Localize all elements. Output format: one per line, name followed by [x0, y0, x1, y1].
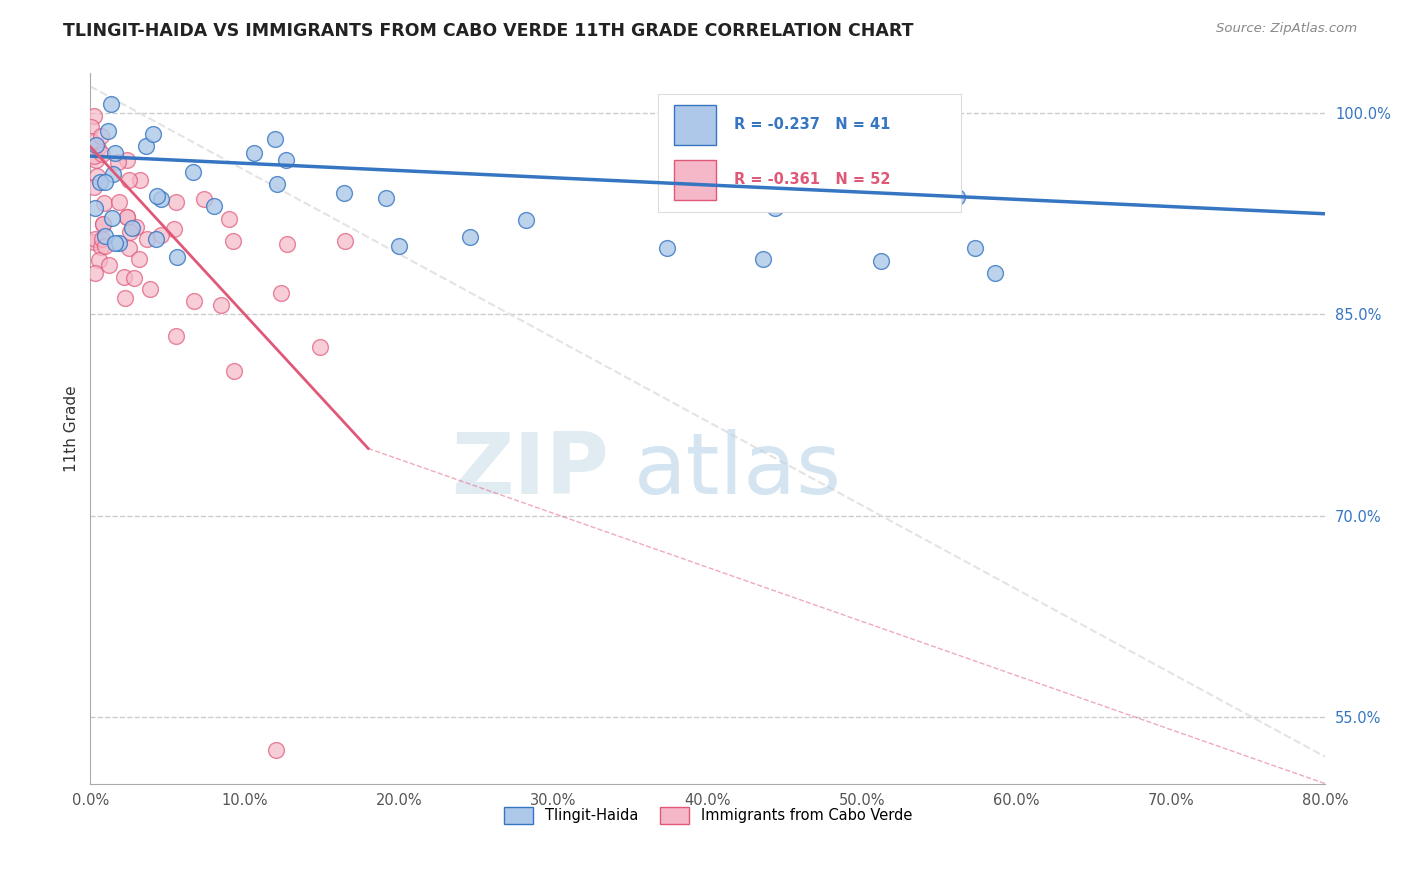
Point	[112, 269, 135, 284]
Text: Source: ZipAtlas.com: Source: ZipAtlas.com	[1216, 22, 1357, 36]
Point	[89, 175, 111, 189]
Point	[655, 241, 678, 255]
Point	[515, 212, 537, 227]
Point	[202, 199, 225, 213]
Point	[100, 96, 122, 111]
Point	[83, 109, 105, 123]
Point	[129, 173, 152, 187]
Point	[93, 195, 115, 210]
Point	[332, 186, 354, 200]
Point	[243, 146, 266, 161]
Point	[264, 743, 287, 757]
Point	[139, 282, 162, 296]
Point	[752, 252, 775, 266]
Point	[101, 167, 124, 181]
Point	[91, 147, 114, 161]
Point	[270, 286, 292, 301]
Point	[460, 230, 482, 244]
Point	[183, 293, 205, 308]
Point	[737, 161, 759, 176]
Point	[181, 164, 204, 178]
Point	[120, 225, 142, 239]
Point	[218, 211, 240, 226]
Point	[222, 234, 245, 248]
Point	[308, 340, 330, 354]
Point	[117, 210, 139, 224]
Point	[222, 364, 245, 378]
Point	[93, 175, 115, 189]
Point	[125, 219, 148, 234]
Point	[150, 192, 173, 206]
Point	[115, 153, 138, 168]
Point	[84, 153, 107, 167]
Y-axis label: 11th Grade: 11th Grade	[65, 385, 79, 472]
Point	[86, 169, 108, 184]
Point	[80, 134, 103, 148]
Point	[166, 250, 188, 264]
Point	[963, 241, 986, 255]
Point	[84, 266, 107, 280]
Point	[87, 141, 110, 155]
Point	[118, 173, 141, 187]
Point	[108, 235, 131, 250]
Point	[107, 155, 129, 169]
Point	[122, 270, 145, 285]
Point	[91, 217, 114, 231]
Point	[388, 239, 411, 253]
Point	[128, 252, 150, 267]
Legend: Tlingit-Haida, Immigrants from Cabo Verde: Tlingit-Haida, Immigrants from Cabo Verd…	[498, 801, 918, 830]
Point	[165, 329, 187, 343]
Point	[91, 217, 114, 231]
Point	[89, 253, 111, 268]
Point	[101, 211, 124, 226]
Point	[84, 137, 107, 152]
Text: TLINGIT-HAIDA VS IMMIGRANTS FROM CABO VERDE 11TH GRADE CORRELATION CHART: TLINGIT-HAIDA VS IMMIGRANTS FROM CABO VE…	[63, 22, 914, 40]
Point	[80, 120, 103, 135]
Point	[763, 201, 786, 215]
Text: ZIP: ZIP	[451, 429, 609, 513]
Point	[274, 153, 297, 167]
Point	[114, 291, 136, 305]
Point	[749, 156, 772, 170]
Point	[870, 160, 893, 174]
Point	[333, 234, 356, 248]
Point	[104, 146, 127, 161]
Point	[94, 228, 117, 243]
Point	[146, 188, 169, 202]
Point	[118, 241, 141, 255]
Point	[266, 177, 288, 191]
Point	[264, 132, 287, 146]
Point	[135, 139, 157, 153]
Point	[149, 228, 172, 243]
Point	[375, 191, 398, 205]
Point	[165, 195, 187, 210]
Point	[121, 220, 143, 235]
Point	[83, 235, 105, 250]
Point	[90, 128, 112, 143]
Point	[84, 232, 107, 246]
Text: atlas: atlas	[634, 429, 842, 513]
Point	[714, 156, 737, 170]
Point	[115, 210, 138, 224]
Point	[145, 232, 167, 246]
Point	[91, 232, 114, 246]
Point	[142, 127, 165, 141]
Point	[108, 194, 131, 209]
Point	[209, 297, 232, 311]
Point	[84, 201, 107, 215]
Point	[276, 236, 298, 251]
Point	[869, 254, 891, 268]
Point	[90, 240, 112, 254]
Point	[946, 190, 969, 204]
Point	[83, 180, 105, 194]
Point	[984, 266, 1007, 280]
Point	[97, 123, 120, 137]
Point	[104, 235, 127, 250]
Point	[163, 222, 186, 236]
Point	[135, 232, 157, 246]
Point	[98, 258, 121, 272]
Point	[193, 192, 215, 206]
Point	[83, 148, 105, 162]
Point	[94, 238, 117, 252]
